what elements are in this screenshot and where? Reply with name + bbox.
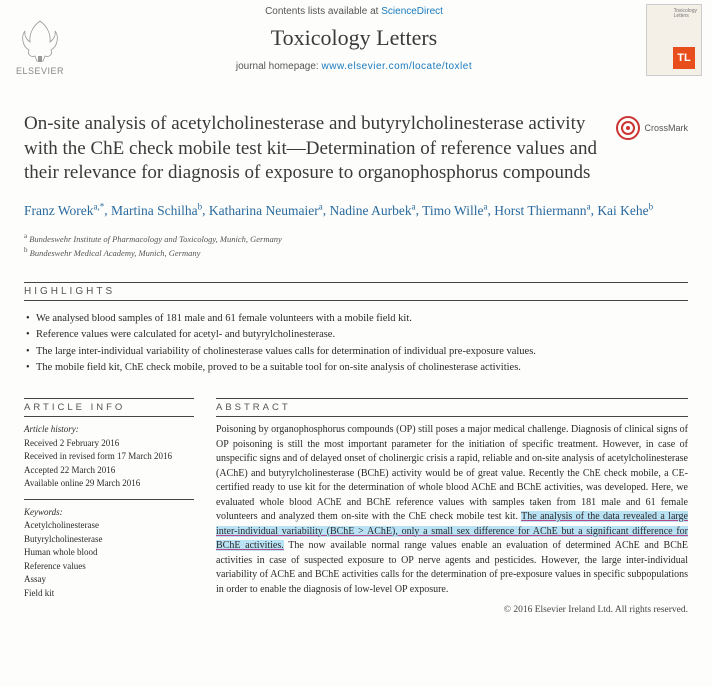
homepage-link[interactable]: www.elsevier.com/locate/toxlet	[322, 61, 473, 72]
keyword: Reference values	[24, 561, 86, 571]
keyword: Acetylcholinesterase	[24, 520, 99, 530]
author[interactable]: Horst Thiermanna	[494, 203, 590, 218]
abstract-text: Poisoning by organophosphorus compounds …	[216, 423, 688, 597]
abstract-column: ABSTRACT Poisoning by organophosphorus c…	[216, 398, 688, 615]
journal-title: Toxicology Letters	[70, 25, 638, 51]
crossmark-badge[interactable]: CrossMark	[616, 116, 688, 140]
author[interactable]: Nadine Aurbeka	[329, 203, 415, 218]
highlight-item: Reference values were calculated for ace…	[26, 327, 688, 343]
highlight-item: The mobile field kit, ChE check mobile, …	[26, 360, 688, 376]
keyword: Butyrylcholinesterase	[24, 534, 102, 544]
crossmark-icon	[616, 116, 640, 140]
article-main: On-site analysis of acetylcholinesterase…	[0, 84, 712, 625]
author[interactable]: Martina Schilhab	[111, 203, 202, 218]
article-info-label: ARTICLE INFO	[24, 398, 194, 417]
author[interactable]: Kai Keheb	[597, 203, 653, 218]
author[interactable]: Timo Willea	[422, 203, 487, 218]
copyright-line: © 2016 Elsevier Ireland Ltd. All rights …	[216, 605, 688, 615]
highlight-item: The large inter-individual variability o…	[26, 344, 688, 360]
sciencedirect-link[interactable]: ScienceDirect	[381, 6, 443, 17]
tl-badge: TL	[673, 47, 695, 69]
contents-line: Contents lists available at ScienceDirec…	[70, 6, 638, 17]
author[interactable]: Katharina Neumaiera	[209, 203, 323, 218]
keyword: Human whole blood	[24, 547, 98, 557]
highlights-label: HIGHLIGHTS	[24, 282, 688, 301]
elsevier-tree-icon	[15, 16, 65, 66]
elsevier-label: ELSEVIER	[16, 66, 64, 76]
abstract-label: ABSTRACT	[216, 398, 688, 417]
highlights-list: We analysed blood samples of 181 male an…	[24, 311, 688, 376]
author[interactable]: Franz Woreka,*	[24, 203, 104, 218]
highlight-item: We analysed blood samples of 181 male an…	[26, 311, 688, 327]
author-list: Franz Woreka,*, Martina Schilhab, Kathar…	[24, 200, 688, 221]
affiliations: a Bundeswehr Institute of Pharmacology a…	[24, 231, 688, 260]
article-history: Article history: Received 2 February 201…	[24, 423, 194, 500]
keywords-block: Keywords: AcetylcholinesteraseButyrylcho…	[24, 506, 194, 601]
journal-header: ELSEVIER Contents lists available at Sci…	[0, 0, 712, 84]
article-info-column: ARTICLE INFO Article history: Received 2…	[24, 398, 194, 615]
keyword: Field kit	[24, 588, 54, 598]
article-title: On-site analysis of acetylcholinesterase…	[24, 112, 606, 186]
header-center: Contents lists available at ScienceDirec…	[70, 4, 638, 72]
journal-cover-thumb[interactable]: Toxicology Letters TL	[646, 4, 702, 76]
elsevier-logo[interactable]: ELSEVIER	[10, 4, 70, 76]
keyword: Assay	[24, 574, 46, 584]
homepage-line: journal homepage: www.elsevier.com/locat…	[70, 61, 638, 72]
